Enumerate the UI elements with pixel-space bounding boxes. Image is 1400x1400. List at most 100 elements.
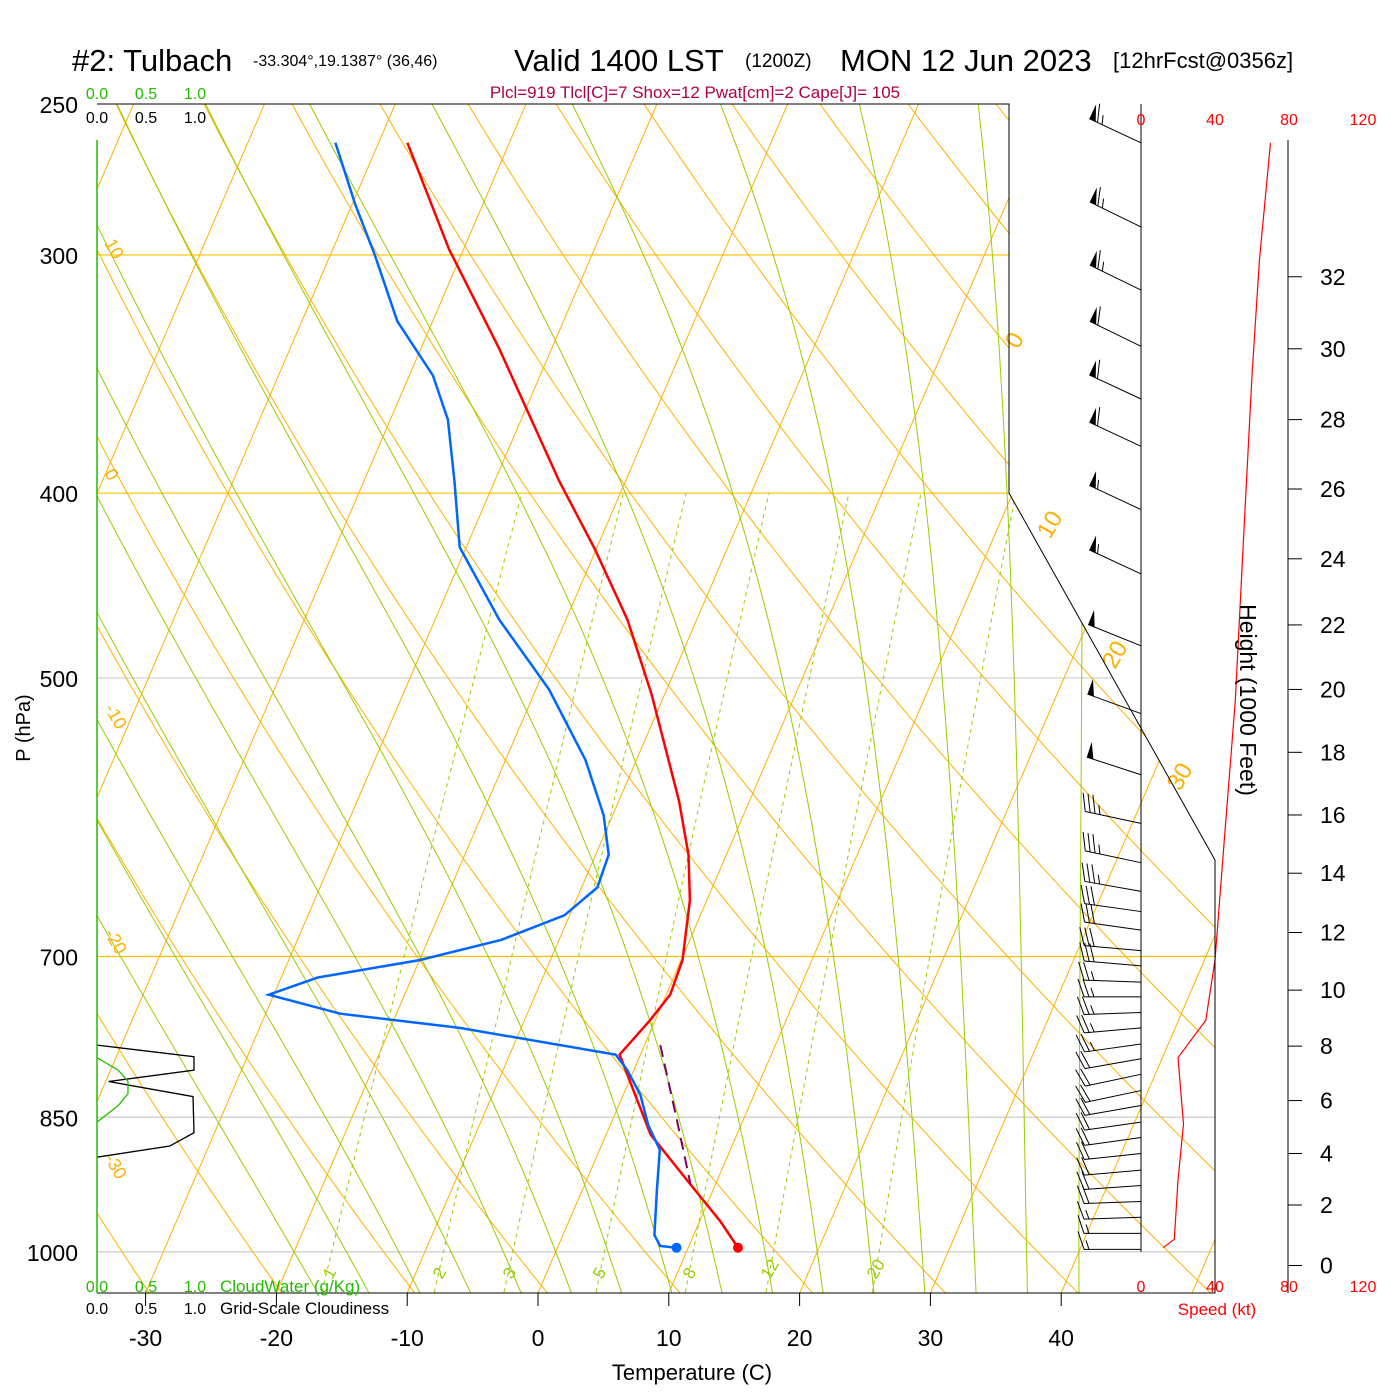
moist-adiabat xyxy=(706,104,926,1293)
cloudwater-tick-bottom: 0.0 xyxy=(86,1279,108,1296)
speed-tick-label-bottom: 40 xyxy=(1206,1279,1224,1296)
barb-full xyxy=(1081,996,1090,1015)
barb-pennant xyxy=(1089,104,1097,122)
wind-barb xyxy=(1075,1034,1142,1053)
moist-adiabat xyxy=(973,104,1029,1293)
barb-half xyxy=(1089,1023,1095,1033)
barb-staff xyxy=(1086,756,1142,776)
barb-staff xyxy=(1089,485,1142,511)
moist-adiabat xyxy=(97,104,374,1293)
barb-full xyxy=(1082,831,1086,851)
barb-pennant xyxy=(1086,741,1094,760)
wind-barb xyxy=(1076,996,1142,1016)
barb-full xyxy=(1091,864,1096,884)
cloudiness-line xyxy=(96,1044,195,1158)
barb-full xyxy=(1082,978,1090,998)
barb-staff xyxy=(1089,549,1142,575)
wind-barb xyxy=(1089,103,1142,144)
barb-full xyxy=(1097,306,1101,326)
moist-adiabat xyxy=(97,104,625,1293)
cloudwater-line xyxy=(96,1057,129,1123)
wind-panel xyxy=(1075,103,1272,1250)
barb-full xyxy=(1076,1015,1085,1034)
cloud-panel xyxy=(96,1044,195,1158)
cloudiness-tick-top: 0.5 xyxy=(135,110,157,127)
x-tick-label: 0 xyxy=(532,1325,545,1351)
barb-pennant xyxy=(1089,360,1097,378)
wind-barb xyxy=(1076,1185,1142,1204)
cloudiness-tick-bottom: 0.0 xyxy=(86,1301,108,1318)
y-tick-label: 400 xyxy=(40,481,78,507)
cloudwater-tick-top: 1.0 xyxy=(184,86,206,103)
speed-tick-label-top: 0 xyxy=(1137,112,1146,129)
speed-tick-label-top: 40 xyxy=(1206,112,1224,129)
barb-full xyxy=(1076,996,1085,1015)
barb-full xyxy=(1075,1112,1086,1131)
y-tick-label: 1000 xyxy=(27,1240,78,1266)
wind-barb xyxy=(1087,609,1142,647)
surface-dewpoint-dot xyxy=(671,1242,682,1253)
barb-full xyxy=(1085,904,1090,923)
surface-temperature-dot xyxy=(732,1242,743,1253)
height-tick-label: 4 xyxy=(1320,1140,1333,1166)
barb-full xyxy=(1092,794,1096,814)
barb-full xyxy=(1089,927,1095,947)
wind-barb xyxy=(1076,1141,1142,1160)
wind-barb xyxy=(1089,306,1142,347)
utc-time: (1200Z) xyxy=(745,51,812,72)
x-tick-label: -20 xyxy=(260,1325,293,1351)
barb-pennant xyxy=(1089,407,1097,426)
station-title: #2: Tulbach xyxy=(72,43,232,78)
barb-half xyxy=(1090,971,1095,981)
barb-full xyxy=(1080,1112,1090,1130)
barb-full xyxy=(1077,1231,1085,1250)
barb-full xyxy=(1081,1171,1090,1190)
speed-axis-title: Speed (kt) xyxy=(1178,1300,1256,1319)
barb-staff xyxy=(1084,1153,1142,1160)
isotherm-line xyxy=(97,104,411,1293)
barb-full xyxy=(1080,1068,1091,1086)
height-tick-label: 2 xyxy=(1320,1192,1333,1218)
barb-full xyxy=(1086,863,1091,883)
moist-adiabat xyxy=(554,104,876,1293)
dry-adiabat xyxy=(447,104,1215,1293)
cloudwater-tick-top: 0.0 xyxy=(86,86,108,103)
wind-barb xyxy=(1080,903,1142,931)
barb-full xyxy=(1097,359,1101,379)
background-grid xyxy=(97,104,1215,1293)
wind-barb xyxy=(1089,359,1142,400)
cloudwater-tick-bottom: 1.0 xyxy=(184,1279,206,1296)
barb-half xyxy=(1101,261,1105,272)
cloudwater-tick-bottom: 0.5 xyxy=(135,1279,157,1296)
barb-full xyxy=(1080,1034,1090,1052)
barb-staff xyxy=(1084,1200,1142,1204)
wind-barb xyxy=(1089,471,1142,511)
speed-tick-label-bottom: 80 xyxy=(1280,1279,1298,1296)
x-axis-title: Temperature (C) xyxy=(612,1360,772,1385)
barb-staff xyxy=(1084,1169,1142,1176)
station-coords: -33.304°,19.1387° (36,46) xyxy=(253,53,437,70)
mixing-ratio-line xyxy=(321,493,523,1293)
wind-barb xyxy=(1076,1157,1142,1176)
barb-pennant xyxy=(1089,471,1097,489)
barb-half xyxy=(1097,479,1100,490)
dry-adiabat xyxy=(273,104,1215,1293)
barb-half xyxy=(1085,1209,1090,1220)
barb-full xyxy=(1080,903,1086,923)
barb-full xyxy=(1078,961,1085,981)
speed-tick-label-top: 80 xyxy=(1280,112,1298,129)
barb-full xyxy=(1081,1014,1090,1033)
isotherm-line xyxy=(1057,104,1215,1293)
barb-staff xyxy=(1089,374,1142,400)
barb-staff xyxy=(1084,1105,1142,1116)
dry-adiabat xyxy=(708,104,1215,1293)
barb-full xyxy=(1080,1084,1091,1102)
moist-adiabat xyxy=(97,104,323,1293)
moist-adiabat xyxy=(97,104,475,1293)
barb-half xyxy=(1090,987,1095,998)
isotherm-line xyxy=(97,104,280,1293)
barb-staff xyxy=(1087,693,1142,715)
barb-full xyxy=(1076,1157,1085,1176)
